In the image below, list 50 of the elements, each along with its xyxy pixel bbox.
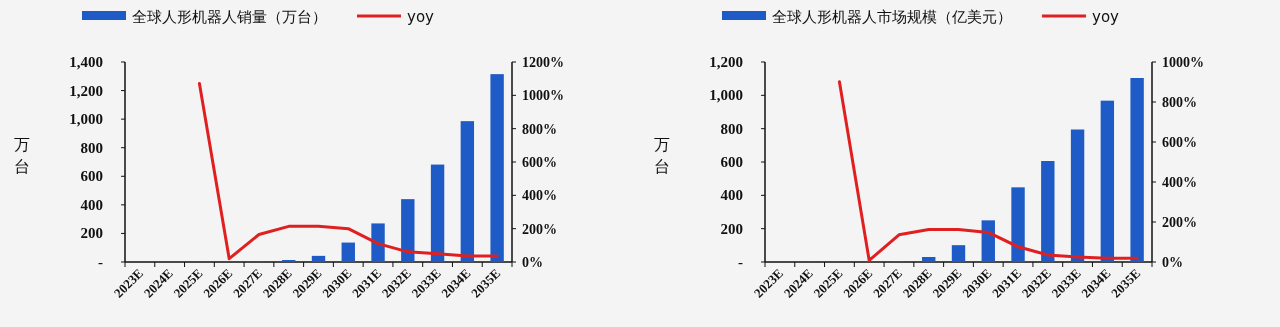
bar — [371, 223, 385, 262]
y-tick-label: 200 — [720, 220, 743, 237]
y2-tick-label: 1000% — [522, 88, 564, 104]
bar — [1100, 100, 1115, 262]
bar — [311, 255, 326, 262]
y-tick-label: 800 — [80, 139, 103, 156]
bar — [430, 164, 445, 262]
y2-tick-label: 1000% — [1162, 55, 1204, 70]
bar — [1130, 78, 1144, 262]
line-series — [197, 82, 499, 261]
y2-tick-label: 800% — [1162, 95, 1197, 110]
bar — [490, 74, 504, 262]
y2-tick-label: 200% — [522, 221, 557, 237]
bar — [401, 199, 415, 262]
y2-tick-label: 0% — [522, 255, 543, 270]
legend-label: yoy — [407, 8, 435, 26]
bar — [1041, 161, 1055, 262]
y-tick-label: 400 — [80, 196, 103, 213]
legend-label: 全球人形机器人销量（万台） — [132, 8, 327, 26]
y-tick-label: - — [738, 254, 743, 270]
y2-tick-label: 800% — [522, 121, 557, 137]
bar — [460, 121, 475, 262]
y-tick-label: 600 — [720, 154, 743, 170]
bar — [341, 242, 355, 262]
y2-tick-label: 200% — [1162, 215, 1197, 230]
y-tick-label: 1,000 — [709, 87, 743, 104]
y-tick-label: 1,200 — [709, 54, 743, 70]
y-tick-label: 400 — [720, 187, 743, 204]
y2-tick-label: 600% — [1162, 135, 1197, 150]
y2-tick-label: 400% — [522, 188, 557, 204]
bar — [1011, 187, 1025, 262]
bar — [1070, 129, 1085, 262]
y-tick-label: 1,000 — [69, 111, 103, 128]
y-tick-label: 200 — [80, 225, 103, 242]
y-axis-title: 万台 — [654, 135, 670, 176]
legend-label: 全球人形机器人市场规模（亿美元） — [772, 8, 1012, 26]
y-axis-title: 万台 — [14, 135, 30, 176]
y2-tick-label: 600% — [522, 155, 557, 170]
y2-tick-label: 400% — [1162, 175, 1197, 190]
y2-tick-label: 0% — [1162, 255, 1183, 270]
y2-tick-label: 1200% — [522, 55, 564, 70]
y-tick-label: 600 — [80, 168, 103, 185]
bar — [981, 220, 995, 262]
y-tick-label: - — [98, 254, 103, 270]
legend-label: yoy — [1092, 8, 1120, 26]
y-tick-label: 800 — [720, 120, 743, 137]
y-tick-label: 1,400 — [69, 54, 103, 70]
bar — [951, 245, 966, 262]
bar — [922, 257, 936, 262]
y-tick-label: 1,200 — [69, 82, 103, 99]
